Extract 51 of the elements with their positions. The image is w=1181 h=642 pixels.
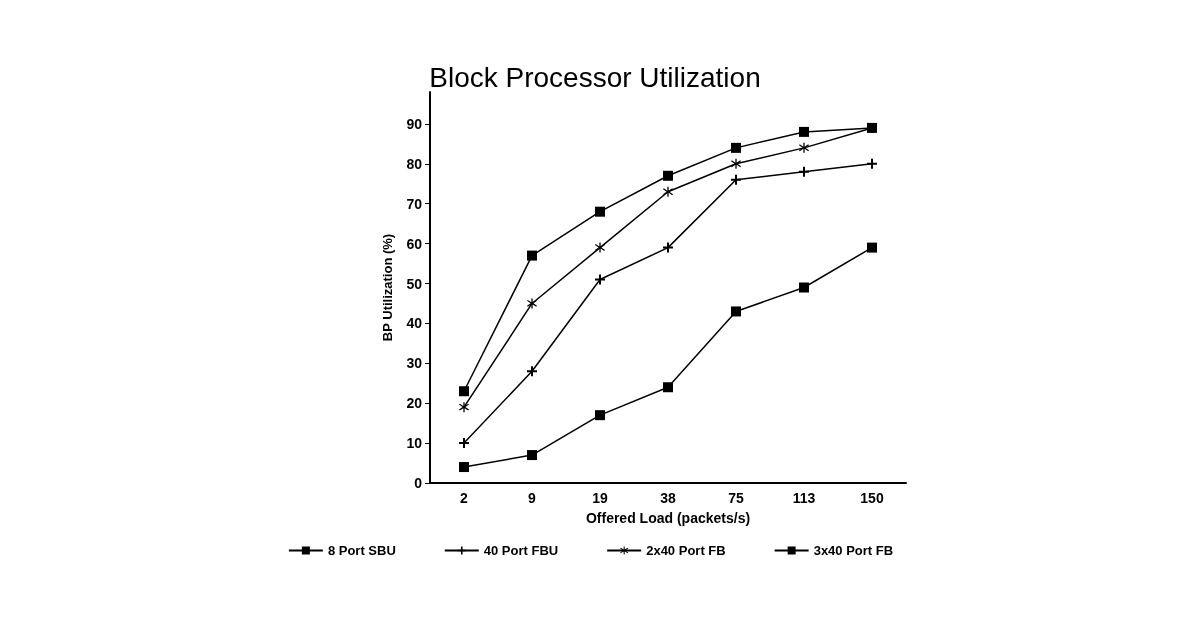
point — [459, 386, 469, 397]
point — [731, 142, 741, 153]
x-tick-label: 75 — [728, 490, 744, 506]
y-tick-label: 30 — [406, 355, 423, 372]
point — [799, 166, 809, 177]
point — [663, 382, 673, 393]
point — [459, 402, 469, 413]
point — [527, 366, 537, 377]
point — [663, 242, 673, 253]
x-tick-label: 150 — [860, 490, 884, 506]
x-tick-label: 38 — [660, 490, 676, 506]
y-tick-label: 40 — [406, 315, 423, 332]
point — [799, 282, 809, 293]
legend-label: 8 Port SBU — [327, 543, 396, 558]
legend-label: 40 Port FBU — [483, 543, 559, 558]
x-axis-title: Offered Load (packets/s) — [585, 510, 751, 526]
y-tick-label: 80 — [406, 155, 423, 172]
point — [867, 122, 877, 133]
x-tick-label: 19 — [592, 490, 608, 506]
point — [459, 462, 469, 473]
y-axis-title: BP Utilization (%) — [380, 233, 395, 342]
point — [731, 158, 741, 169]
y-tick-label: 70 — [406, 195, 423, 212]
point — [527, 450, 537, 461]
point — [595, 242, 605, 253]
y-tick-label: 0 — [414, 475, 423, 491]
point — [527, 250, 537, 261]
point — [867, 242, 877, 253]
x-tick-label: 9 — [528, 490, 537, 506]
point — [799, 142, 809, 153]
point — [459, 438, 469, 449]
point — [595, 274, 605, 285]
point — [527, 298, 537, 309]
point — [867, 158, 877, 169]
legend-label: 2x40 Port FB — [646, 543, 726, 558]
point — [731, 174, 741, 185]
y-tick-label: 10 — [406, 435, 423, 452]
point — [663, 186, 673, 197]
x-tick-label: 2 — [460, 490, 469, 506]
legend-label: 3x40 Port FB — [813, 543, 894, 558]
y-tick-label: 90 — [406, 115, 423, 132]
chart-title: Block Processor Utilization — [429, 61, 761, 93]
point — [595, 206, 605, 217]
point — [595, 410, 605, 421]
x-tick-label: 113 — [792, 490, 816, 506]
y-tick-label: 60 — [406, 235, 423, 252]
y-tick-label: 20 — [406, 395, 423, 412]
point — [731, 306, 741, 317]
y-tick-label: 50 — [406, 275, 423, 292]
point — [663, 170, 673, 181]
point — [799, 126, 809, 137]
